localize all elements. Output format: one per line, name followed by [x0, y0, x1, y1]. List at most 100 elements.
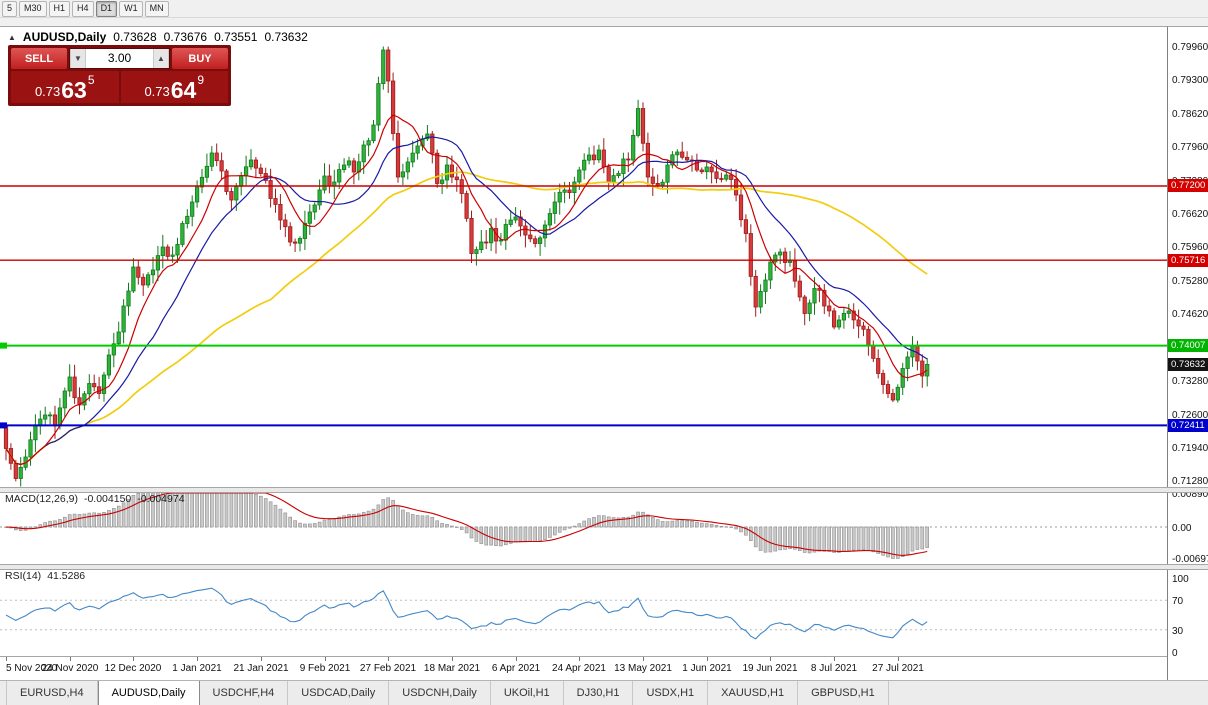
- timeframe-button-h4[interactable]: H4: [72, 0, 94, 17]
- date-label: 5 Nov 2020: [6, 663, 58, 674]
- chart-tab-usdx-h1[interactable]: USDX,H1: [633, 681, 709, 705]
- ohlc-high: 0.73676: [163, 30, 208, 44]
- macd-plot[interactable]: [0, 491, 1167, 564]
- rsi-pane[interactable]: RSI(14) 41.5286: [0, 568, 1167, 656]
- date-label: 9 Feb 2021: [299, 663, 351, 674]
- date-label: 13 May 2021: [614, 663, 672, 674]
- ohlc-close: 0.73632: [264, 30, 308, 44]
- price-axis-label: 0.75280: [1172, 276, 1208, 287]
- rsi-axis-label: 70: [1172, 596, 1184, 607]
- bid-price-pips: 63: [61, 77, 87, 103]
- symbol-title: AUDUSD,Daily: [22, 30, 107, 44]
- bid-price[interactable]: 0.73 63 5: [11, 71, 119, 103]
- date-tick: [579, 657, 580, 661]
- macd-pane[interactable]: MACD(12,26,9) -0.004150 -0.004974: [0, 491, 1167, 564]
- rsi-axis-label: 0: [1172, 648, 1178, 659]
- collapse-panel-icon[interactable]: ▲: [8, 32, 16, 42]
- volume-decrease-icon[interactable]: ▼: [70, 49, 86, 68]
- price-axis-label: 0.71280: [1172, 476, 1208, 487]
- ask-price[interactable]: 0.73 64 9: [120, 71, 228, 103]
- volume-value[interactable]: 3.00: [107, 51, 132, 65]
- date-label: 18 Mar 2021: [423, 663, 481, 674]
- chart-tab-dj30-h1[interactable]: DJ30,H1: [564, 681, 634, 705]
- bid-price-prefix: 0.73: [34, 84, 61, 99]
- date-label: 12 Dec 2020: [104, 663, 162, 674]
- price-tag: 0.75716: [1168, 254, 1208, 267]
- timeframe-button-h1[interactable]: H1: [48, 0, 71, 17]
- date-label: 27 Feb 2021: [359, 663, 417, 674]
- date-label: 24 Apr 2021: [552, 663, 606, 674]
- volume-increase-icon[interactable]: ▲: [153, 49, 169, 68]
- timeframe-toolbar: 5 M30 H1 H4 D1 W1 MN: [0, 0, 1208, 18]
- rsi-axis-label: 100: [1172, 574, 1189, 585]
- date-label: 21 Jan 2021: [233, 663, 289, 674]
- macd-label: MACD(12,26,9) -0.004150 -0.004974: [5, 493, 185, 505]
- ohlc-low: 0.73551: [214, 30, 258, 44]
- date-label: 1 Jun 2021: [682, 663, 732, 674]
- chart-tab-usdcnh-daily[interactable]: USDCNH,Daily: [389, 681, 491, 705]
- pane-splitter[interactable]: [0, 487, 1208, 493]
- chart-tab-gbpusd-h1[interactable]: GBPUSD,H1: [798, 681, 889, 705]
- bid-price-point: 5: [87, 73, 95, 87]
- chart-tab-xauusd-h1[interactable]: XAUUSD,H1: [708, 681, 799, 705]
- ask-price-pips: 64: [170, 77, 197, 103]
- rsi-label: RSI(14) 41.5286: [5, 570, 85, 582]
- price-tag: 0.72411: [1168, 419, 1208, 432]
- date-tick: [70, 657, 71, 661]
- chart-tab-bar: EURUSD,H4 AUDUSD,Daily USDCHF,H4 USDCAD,Dai…: [0, 680, 1208, 705]
- date-label: 1 Jan 2021: [172, 663, 222, 674]
- timeframe-button-mn[interactable]: MN: [144, 0, 169, 17]
- ohlc-open: 0.73628: [113, 30, 157, 44]
- price-axis-label: 0.74620: [1172, 309, 1208, 320]
- macd-value-signal: -0.004974: [137, 493, 185, 505]
- date-tick: [770, 657, 771, 661]
- date-tick: [834, 657, 835, 661]
- timeframe-button-m30[interactable]: M30: [19, 0, 47, 17]
- rsi-plot[interactable]: [0, 568, 1167, 656]
- chart-tab-usdchf-h4[interactable]: USDCHF,H4: [200, 681, 289, 705]
- macd-axis-label: -0.00697: [1172, 554, 1208, 565]
- price-axis[interactable]: 0.799600.793000.786200.779600.772800.766…: [1167, 26, 1208, 680]
- main-chart-pane[interactable]: ▲ AUDUSD,Daily 0.73628 0.73676 0.73551 0…: [0, 26, 1167, 488]
- volume-stepper[interactable]: ▼ 3.00 ▲: [69, 48, 170, 69]
- price-axis-label: 0.75960: [1172, 242, 1208, 253]
- timeframe-button-5[interactable]: 5: [2, 0, 18, 17]
- date-label: 6 Apr 2021: [491, 663, 541, 674]
- date-tick: [898, 657, 899, 661]
- ask-price-point: 9: [197, 73, 205, 87]
- price-tag: 0.73632: [1168, 358, 1208, 371]
- price-axis-label: 0.73280: [1172, 376, 1208, 387]
- rsi-title: RSI(14): [5, 570, 42, 582]
- candlestick-plot[interactable]: [0, 27, 1167, 488]
- buy-button[interactable]: BUY: [172, 48, 228, 69]
- date-tick: [6, 657, 7, 661]
- timeframe-button-d1[interactable]: D1: [95, 0, 118, 17]
- date-label: 19 Jun 2021: [742, 663, 798, 674]
- chart-tab-ukoil-h1[interactable]: UKOil,H1: [491, 681, 564, 705]
- chart-tab-eurusd-h4[interactable]: EURUSD,H4: [6, 681, 98, 705]
- date-tick: [197, 657, 198, 661]
- price-axis-label: 0.79300: [1172, 75, 1208, 86]
- pane-splitter[interactable]: [0, 564, 1208, 570]
- rsi-value: 41.5286: [47, 570, 86, 582]
- date-tick: [133, 657, 134, 661]
- macd-title: MACD(12,26,9): [5, 493, 78, 505]
- date-tick: [643, 657, 644, 661]
- symbol-header: ▲ AUDUSD,Daily 0.73628 0.73676 0.73551 0…: [8, 30, 308, 44]
- timeframe-button-w1[interactable]: W1: [119, 0, 143, 17]
- date-label: 24 Nov 2020: [41, 663, 99, 674]
- chart-tab-audusd-daily[interactable]: AUDUSD,Daily: [97, 681, 200, 705]
- sell-button[interactable]: SELL: [11, 48, 67, 69]
- price-axis-label: 0.77960: [1172, 142, 1208, 153]
- price-tag: 0.74007: [1168, 339, 1208, 352]
- chart-tab-usdcad-daily[interactable]: USDCAD,Daily: [288, 681, 390, 705]
- price-axis-label: 0.79960: [1172, 42, 1208, 53]
- rsi-axis-label: 30: [1172, 626, 1184, 637]
- date-tick: [707, 657, 708, 661]
- macd-axis-label: 0.00: [1172, 523, 1192, 534]
- date-axis[interactable]: 5 Nov 2020 24 Nov 2020 12 Dec 2020 1 Jan 20…: [0, 656, 1167, 680]
- price-axis-label: 0.76620: [1172, 209, 1208, 220]
- price-axis-label: 0.71940: [1172, 443, 1208, 454]
